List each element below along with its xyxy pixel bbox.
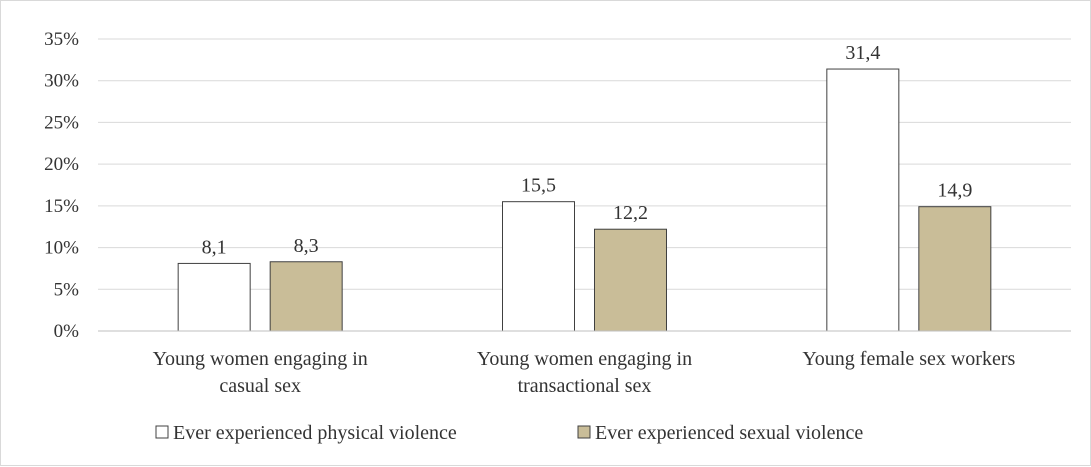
data-label: 8,3 (294, 235, 319, 257)
bars (177, 68, 992, 332)
bar (502, 201, 575, 332)
data-label: 15,5 (521, 175, 556, 197)
y-tick-label: 30% (44, 71, 79, 92)
y-tick-label: 25% (44, 112, 79, 133)
y-tick-label: 20% (44, 154, 79, 175)
legend-label: Ever experienced physical violence (173, 422, 457, 444)
x-tick-label: Young women engaging in (477, 348, 692, 370)
y-tick-label: 35% (44, 29, 79, 50)
data-labels: 8,1 8,3 15,5 12,2 31,4 14,9 (202, 42, 973, 258)
y-axis: 0% 5% 10% 15% 20% 25% 30% 35% (44, 29, 79, 342)
y-tick-label: 5% (54, 279, 80, 300)
x-tick-label: transactional sex (518, 375, 652, 397)
legend: Ever experienced physical violence Ever e… (155, 422, 863, 444)
data-label: 31,4 (845, 42, 880, 64)
gridlines (98, 38, 1071, 290)
legend-swatch (577, 425, 591, 439)
data-label: 8,1 (202, 236, 227, 258)
x-tick-label: casual sex (219, 375, 301, 397)
x-tick-label: Young female sex workers (802, 348, 1015, 370)
x-tick-label: Young women engaging in (153, 348, 368, 370)
bar (269, 261, 343, 332)
bar (826, 68, 900, 332)
bar (594, 228, 667, 332)
y-tick-label: 10% (44, 238, 79, 259)
data-label: 14,9 (937, 180, 972, 202)
legend-label: Ever experienced sexual violence (595, 422, 863, 444)
y-tick-label: 0% (54, 321, 80, 342)
bar (177, 262, 251, 332)
data-label: 12,2 (613, 202, 648, 224)
y-tick-label: 15% (44, 196, 79, 217)
legend-swatch (155, 425, 169, 439)
x-axis: Young women engaging in casual sex Young w… (98, 330, 1071, 397)
bar (918, 206, 992, 332)
